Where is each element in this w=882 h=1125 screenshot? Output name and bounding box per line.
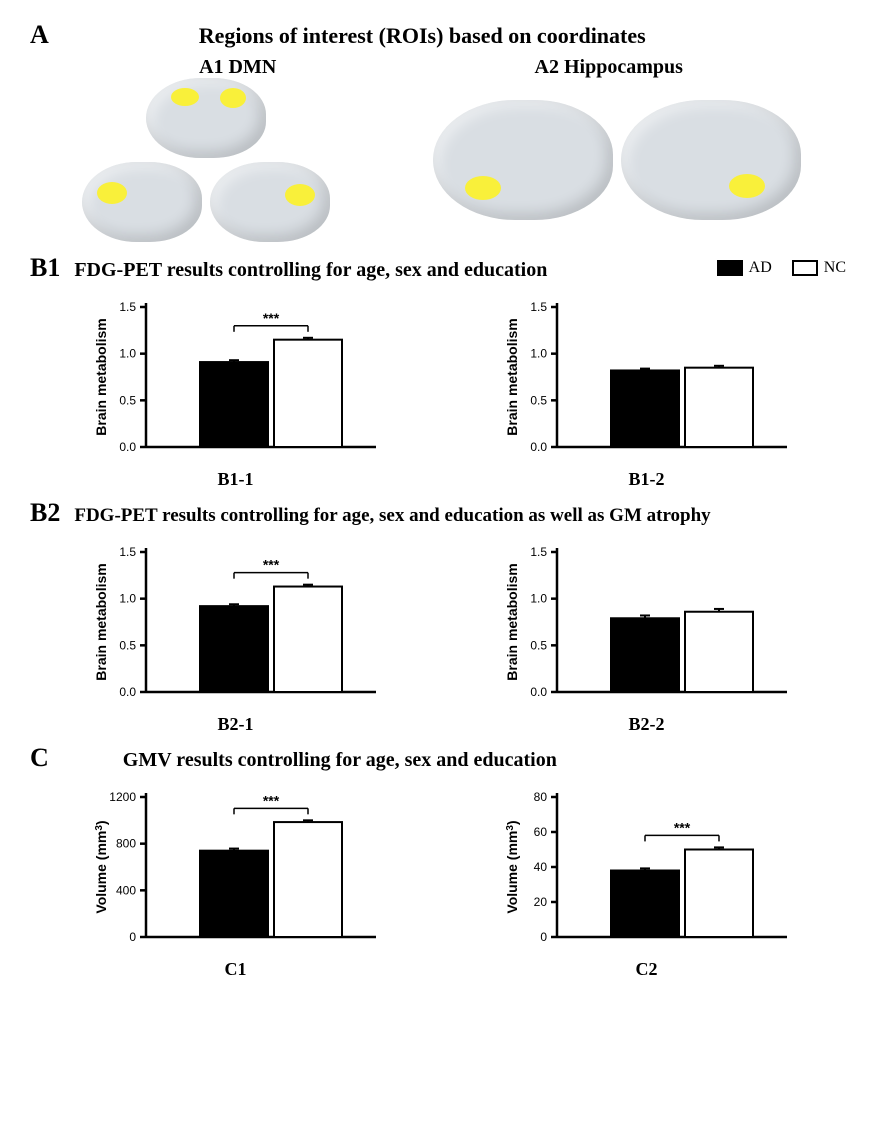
bar-chart: 0.0 0.5 1.0 1.5 *** Brain metabolism — [86, 287, 386, 467]
chart-B2-2: 0.0 0.5 1.0 1.5 Brain metabolism B2-2 — [497, 532, 797, 735]
legend-label-ad: AD — [749, 259, 772, 277]
panel-b1-letter: B1 — [30, 253, 60, 283]
bar-ad — [200, 606, 268, 692]
y-axis-label: Brain metabolism — [504, 318, 520, 435]
y-axis-label: Brain metabolism — [93, 563, 109, 680]
chart-id-label: B1-2 — [629, 469, 665, 490]
bar-ad — [200, 362, 268, 447]
ytick-label: 0.5 — [530, 393, 547, 407]
bar-chart: 0.0 0.5 1.0 1.5 *** Brain metabolism — [86, 532, 386, 712]
ytick-label: 1.5 — [530, 300, 547, 314]
ytick-label: 0.0 — [119, 685, 136, 699]
chart-B1-2: 0.0 0.5 1.0 1.5 Brain metabolism B1-2 — [497, 287, 797, 490]
y-axis-label: Volume (mm3) — [504, 820, 520, 913]
bar-ad — [611, 618, 679, 692]
legend-swatch-ad — [717, 260, 743, 276]
ytick-label: 1.5 — [530, 545, 547, 559]
chart-C2: 0 20 40 60 80 *** Volume (mm3) C2 — [497, 777, 797, 980]
ytick-label: 1.5 — [119, 545, 136, 559]
bar-nc — [274, 340, 342, 447]
chart-B2-1: 0.0 0.5 1.0 1.5 *** Brain metabolism B2-1 — [86, 532, 386, 735]
ytick-label: 20 — [533, 895, 547, 909]
ytick-label: 400 — [115, 883, 135, 897]
bar-ad — [200, 851, 268, 937]
ytick-label: 1.0 — [530, 592, 547, 606]
ytick-label: 0.0 — [530, 685, 547, 699]
significance-stars: *** — [673, 819, 690, 835]
significance-stars: *** — [262, 792, 279, 808]
legend: AD NC — [717, 259, 846, 277]
chart-id-label: C2 — [636, 959, 658, 980]
bar-chart: 0.0 0.5 1.0 1.5 Brain metabolism — [497, 287, 797, 467]
chart-id-label: B1-1 — [218, 469, 254, 490]
ytick-label: 1.5 — [119, 300, 136, 314]
ytick-label: 80 — [533, 790, 547, 804]
bar-chart: 0 20 40 60 80 *** Volume (mm3) — [497, 777, 797, 957]
brain-roi-images — [30, 85, 852, 235]
y-axis-label: Brain metabolism — [504, 563, 520, 680]
legend-label-nc: NC — [824, 259, 846, 277]
bar-ad — [611, 871, 679, 938]
ytick-label: 0.5 — [119, 393, 136, 407]
panel-b2-title: FDG-PET results controlling for age, sex… — [74, 505, 710, 527]
significance-stars: *** — [262, 557, 279, 573]
bar-nc — [685, 612, 753, 692]
panel-b2-letter: B2 — [30, 498, 60, 528]
panel-c-letter: C — [30, 743, 49, 773]
ytick-label: 1.0 — [119, 592, 136, 606]
ytick-label: 40 — [533, 860, 547, 874]
chart-B1-1: 0.0 0.5 1.0 1.5 *** Brain metabolism B1-1 — [86, 287, 386, 490]
ytick-label: 1.0 — [119, 347, 136, 361]
ytick-label: 0.5 — [119, 638, 136, 652]
panel-a-title: Regions of interest (ROIs) based on coor… — [199, 23, 646, 49]
ytick-label: 0.0 — [119, 440, 136, 454]
ytick-label: 0 — [540, 930, 547, 944]
bar-chart: 0.0 0.5 1.0 1.5 Brain metabolism — [497, 532, 797, 712]
bar-nc — [685, 368, 753, 447]
ytick-label: 1200 — [109, 790, 136, 804]
y-axis-label: Brain metabolism — [93, 318, 109, 435]
legend-swatch-nc — [792, 260, 818, 276]
bar-nc — [685, 850, 753, 938]
bar-chart: 0 400 800 1200 *** Volume (mm3) — [86, 777, 386, 957]
chart-id-label: B2-1 — [218, 714, 254, 735]
ytick-label: 0.0 — [530, 440, 547, 454]
chart-id-label: C1 — [225, 959, 247, 980]
ytick-label: 0.5 — [530, 638, 547, 652]
panel-c-title: GMV results controlling for age, sex and… — [123, 749, 557, 772]
ytick-label: 60 — [533, 825, 547, 839]
ytick-label: 1.0 — [530, 347, 547, 361]
chart-id-label: B2-2 — [629, 714, 665, 735]
panel-b1-title: FDG-PET results controlling for age, sex… — [74, 259, 547, 282]
y-axis-label: Volume (mm3) — [93, 820, 109, 913]
panel-a-letter: A — [30, 20, 49, 50]
ytick-label: 0 — [129, 930, 136, 944]
significance-stars: *** — [262, 310, 279, 326]
bar-nc — [274, 822, 342, 937]
chart-C1: 0 400 800 1200 *** Volume (mm3) C1 — [86, 777, 386, 980]
panel-a2-label: A2 Hippocampus — [535, 56, 683, 79]
bar-nc — [274, 587, 342, 692]
bar-ad — [611, 370, 679, 447]
panel-a1-label: A1 DMN — [199, 56, 276, 79]
ytick-label: 800 — [115, 837, 135, 851]
